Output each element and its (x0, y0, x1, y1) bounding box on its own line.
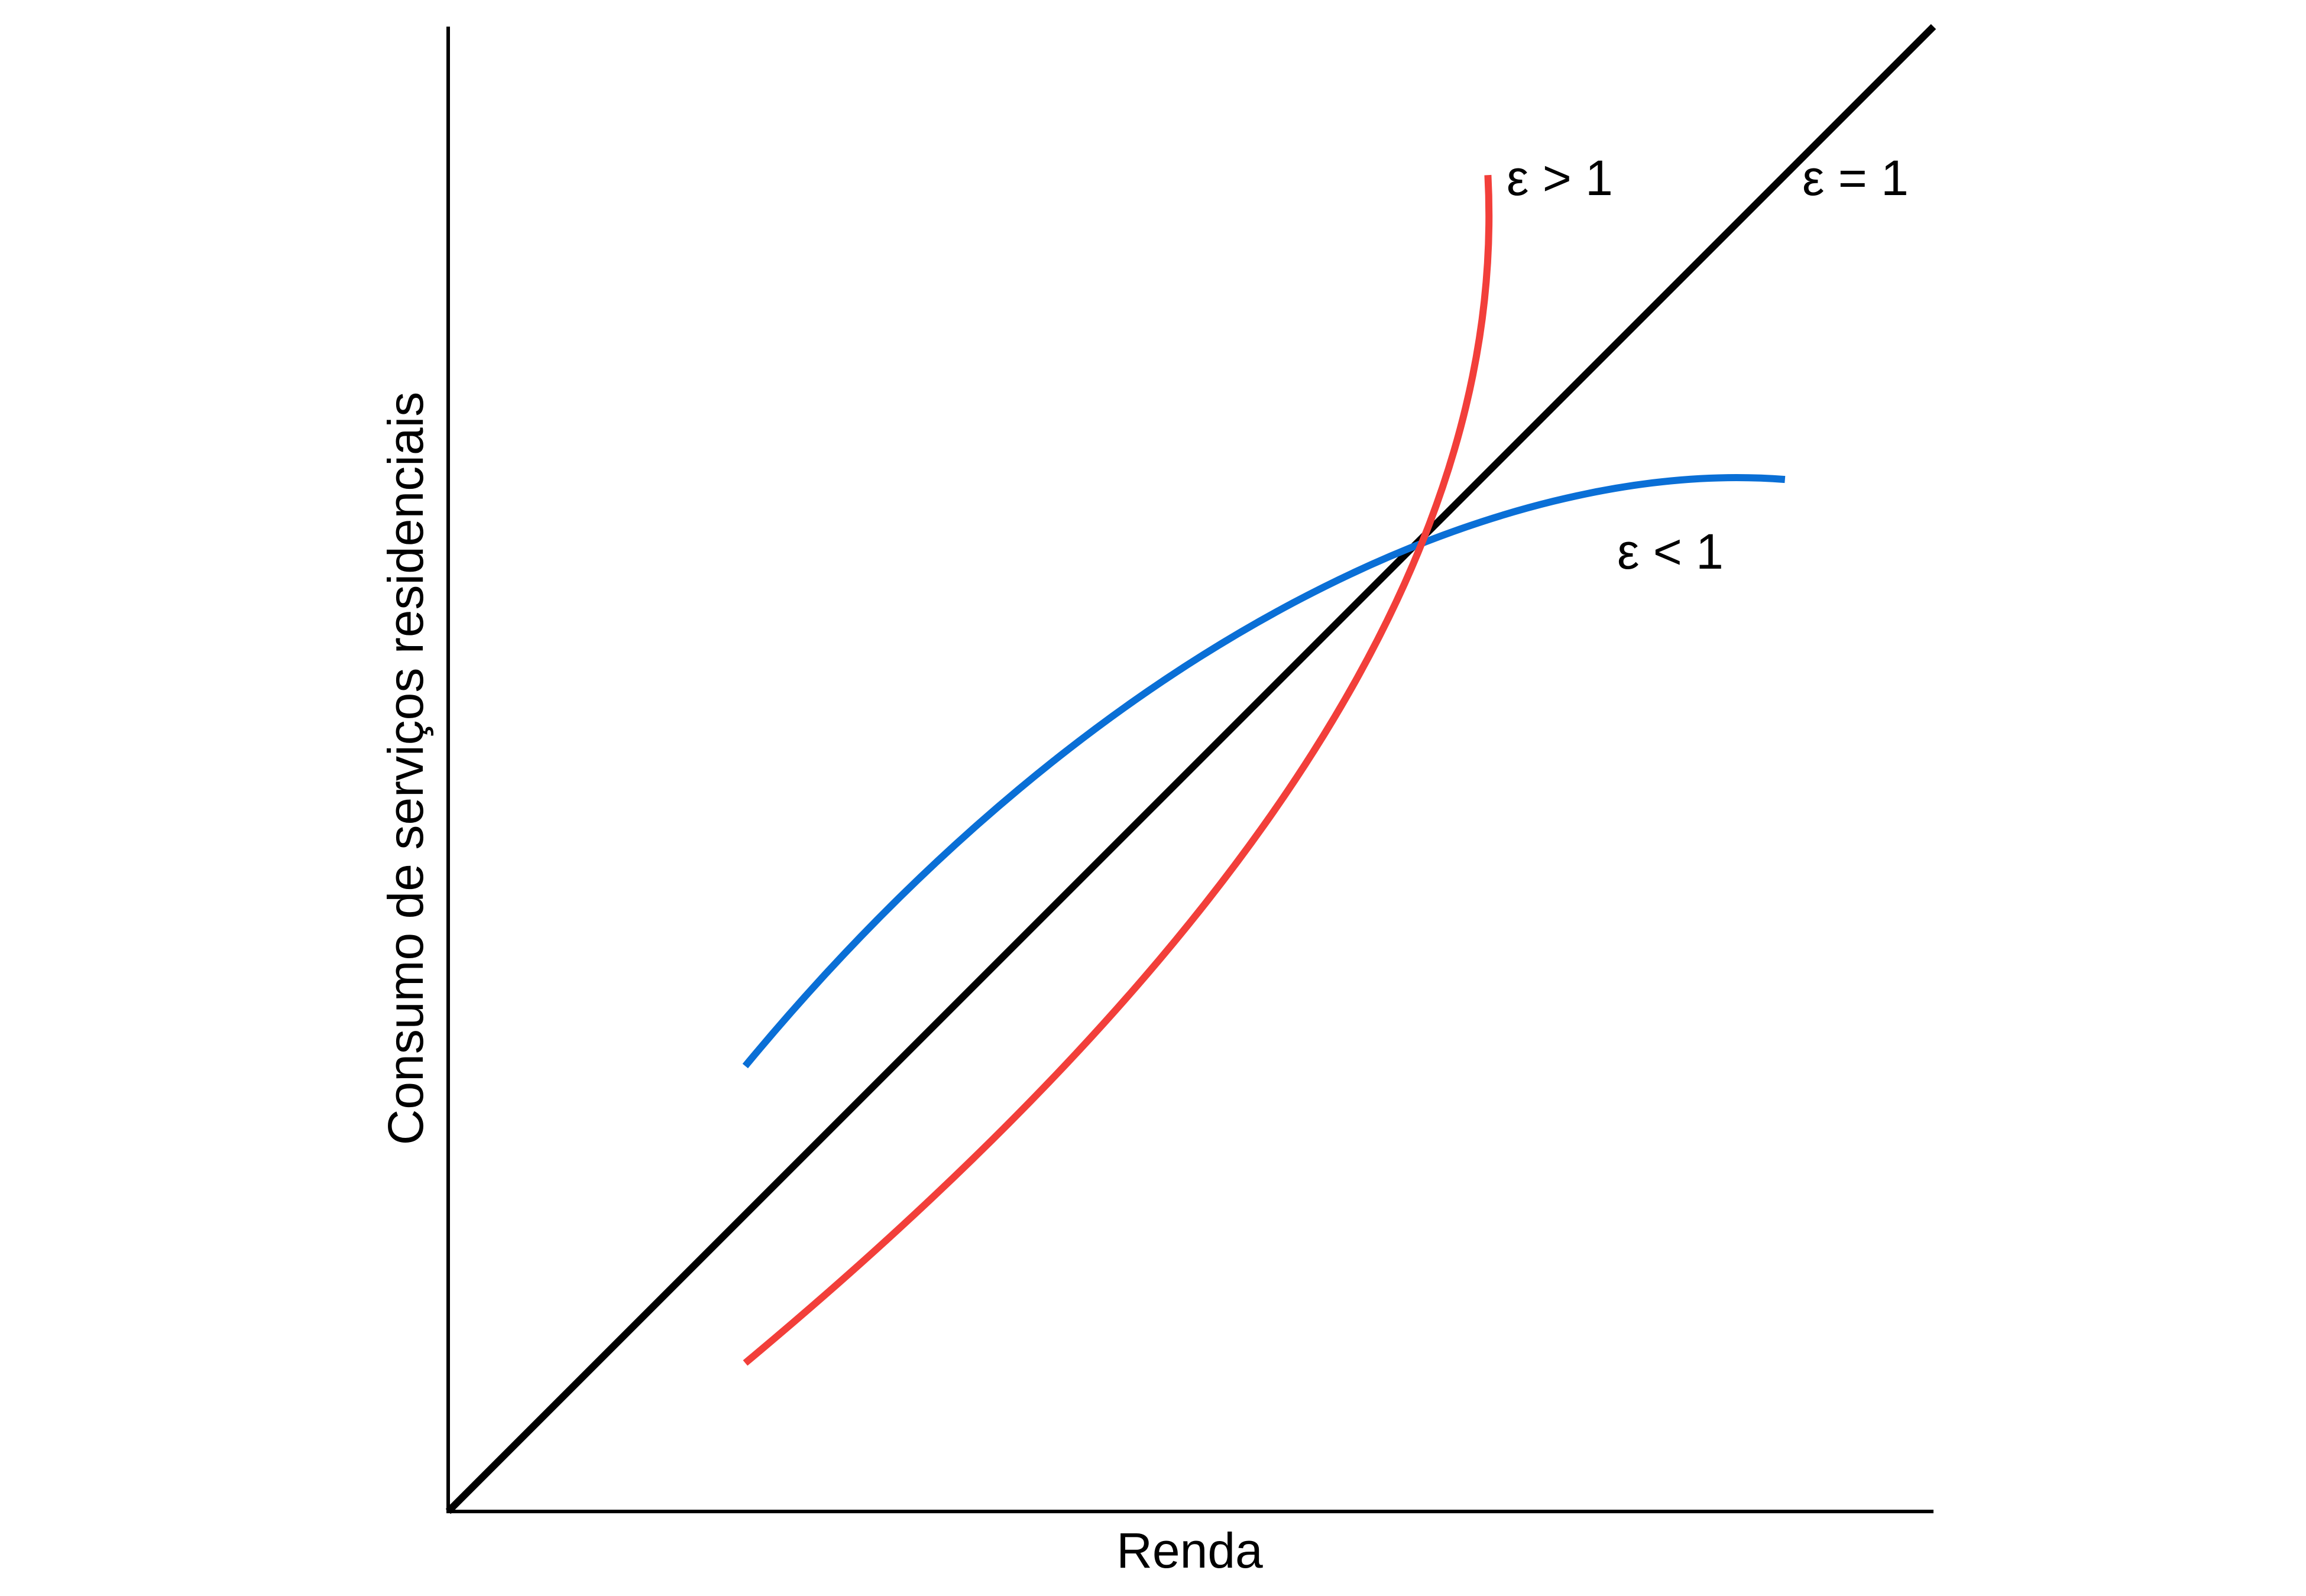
series-elasticity-equal-1-line (445, 24, 1936, 1514)
series-elasticity-greater-than-1-line (743, 174, 1493, 1366)
series-label-elasticity-equal-1: ε = 1 (1802, 150, 1909, 206)
series-label-elasticity-less-than-1: ε < 1 (1617, 524, 1724, 579)
y-axis-label: Consumo de serviços residenciais (378, 392, 433, 1146)
series-label-elasticity-greater-than-1: ε > 1 (1507, 150, 1613, 206)
x-axis-label: Renda (1116, 1523, 1263, 1578)
series-elasticity-less-than-1-line (742, 474, 1786, 1069)
